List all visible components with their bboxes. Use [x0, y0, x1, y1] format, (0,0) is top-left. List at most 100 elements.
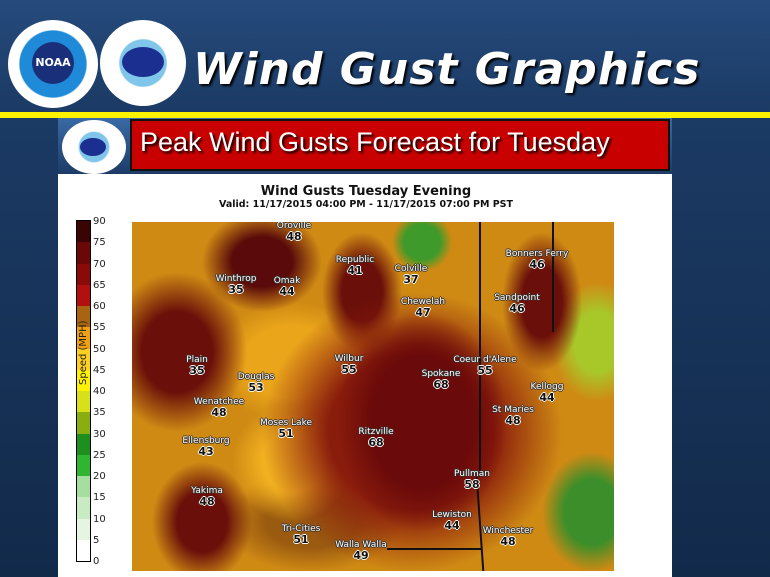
city-label: Ellensburg 43 [182, 436, 230, 458]
city-name: Ellensburg [182, 436, 230, 446]
city-name: Pullman [454, 469, 490, 479]
colorbar-tick-label: 45 [93, 364, 106, 376]
city-name: Moses Lake [259, 418, 313, 428]
colorbar-segment [77, 391, 90, 413]
colorbar-tick-label: 25 [93, 449, 106, 461]
city-label: Winthrop 35 [215, 274, 257, 296]
city-label: St Maries 48 [492, 405, 534, 427]
colorbar-tick-label: 0 [93, 556, 100, 567]
city-gust-value: 48 [500, 535, 516, 548]
city-label: Coeur d'Alene 55 [453, 355, 517, 377]
nws-logo [100, 20, 186, 106]
city-label: Oroville 48 [277, 222, 311, 242]
city-name: St Maries [492, 405, 534, 415]
city-name: Plain [186, 355, 208, 365]
city-gust-value: 43 [198, 445, 214, 458]
city-label: Bonners Ferry 46 [505, 249, 569, 271]
city-label: Omak 44 [273, 276, 301, 298]
city-gust-value: 44 [539, 391, 555, 404]
colorbar-tick-label: 35 [93, 407, 106, 419]
colorbar [76, 220, 91, 562]
city-name: Tri-Cities [281, 524, 321, 534]
colorbar-tick-label: 10 [93, 513, 106, 525]
colorbar-segment [77, 518, 90, 540]
wind-gust-map: Oroville 48 Republic 41 Winthrop 35 Omak 44 Colv… [132, 222, 614, 571]
city-name: Sandpoint [494, 293, 540, 303]
state-border [479, 222, 481, 477]
colorbar-tick-label: 20 [93, 471, 106, 482]
city-name: Douglas [237, 372, 275, 382]
colorbar-tick-label: 30 [93, 428, 106, 440]
city-name: Omak [273, 276, 301, 286]
city-gust-value: 55 [341, 363, 357, 376]
city-name: Winthrop [215, 274, 257, 284]
colorbar-segment [77, 284, 90, 306]
colorbar-segment [77, 412, 90, 434]
city-gust-value: 48 [286, 230, 302, 243]
city-gust-value: 51 [278, 427, 294, 440]
colorbar-segment [77, 433, 90, 455]
city-gust-value: 48 [199, 495, 215, 508]
colorbar-tick-label: 50 [93, 343, 106, 355]
colorbar-segment [77, 242, 90, 264]
city-label: Wilbur 55 [334, 354, 364, 376]
colorbar-segment [77, 221, 90, 243]
city-label: Wenatchee 48 [193, 397, 245, 419]
chart-subtitle: Valid: 11/17/2015 04:00 PM - 11/17/2015 … [219, 199, 513, 210]
city-gust-value: 35 [228, 283, 244, 296]
colorbar-segment [77, 497, 90, 519]
city-name: Coeur d'Alene [453, 355, 517, 365]
colorbar-tick-label: 55 [93, 322, 106, 334]
city-name: Wilbur [334, 354, 364, 364]
city-label: Walla Walla 49 [335, 541, 387, 562]
colorbar-segment [77, 454, 90, 476]
colorbar-tick-label: 75 [93, 237, 106, 249]
city-label: Sandpoint 46 [494, 293, 540, 315]
page-title: Wind Gust Graphics [193, 44, 701, 95]
city-gust-value: 46 [509, 302, 525, 315]
city-gust-value: 51 [293, 533, 309, 546]
colorbar-segment [77, 476, 90, 498]
city-gust-value: 47 [415, 306, 431, 319]
city-gust-value: 68 [433, 378, 449, 391]
chart-title: Wind Gusts Tuesday Evening [260, 184, 472, 199]
colorbar-tick-label: 15 [93, 492, 106, 504]
city-label: Tri-Cities 51 [281, 524, 321, 546]
city-name: Wenatchee [193, 397, 245, 407]
city-label: Chewelah 47 [400, 297, 446, 319]
colorbar-tick-label: 65 [93, 279, 106, 291]
city-gust-value: 48 [505, 414, 521, 427]
colorbar-segment [77, 306, 90, 328]
city-gust-value: 46 [529, 258, 545, 271]
city-name: Lewiston [432, 510, 472, 520]
colorbar-segment [77, 263, 90, 285]
colorbar-segment [77, 539, 90, 561]
city-label: Lewiston 44 [432, 510, 472, 532]
city-gust-value: 35 [189, 364, 205, 377]
city-name: Kellogg [530, 382, 564, 392]
colorbar-segment [77, 369, 90, 391]
colorbar-segment [77, 348, 90, 370]
city-name: Bonners Ferry [505, 249, 569, 259]
city-gust-value: 55 [477, 364, 493, 377]
colorbar-tick-label: 90 [93, 216, 106, 227]
city-label: Colville 37 [395, 265, 428, 286]
city-name: Ritzville [358, 427, 394, 437]
city-name: Chewelah [400, 297, 446, 307]
colorbar-segment [77, 327, 90, 349]
city-label: Douglas 53 [237, 372, 275, 394]
city-name: Republic [335, 255, 375, 265]
nws-logo-small [62, 120, 126, 174]
colorbar-tick-label: 70 [93, 258, 106, 270]
city-name: Winchester [482, 526, 534, 536]
city-label: Plain 35 [186, 355, 208, 377]
city-gust-value: 44 [444, 519, 460, 532]
city-label: Spokane 68 [422, 370, 461, 391]
city-label: Winchester 48 [482, 526, 534, 548]
city-gust-value: 37 [403, 273, 419, 286]
state-border [387, 548, 482, 550]
noaa-logo-text: NOAA [32, 42, 74, 84]
colorbar-label: Speed (MPH) [78, 320, 89, 385]
city-label: Ritzville 68 [358, 427, 394, 449]
state-border [475, 477, 485, 571]
